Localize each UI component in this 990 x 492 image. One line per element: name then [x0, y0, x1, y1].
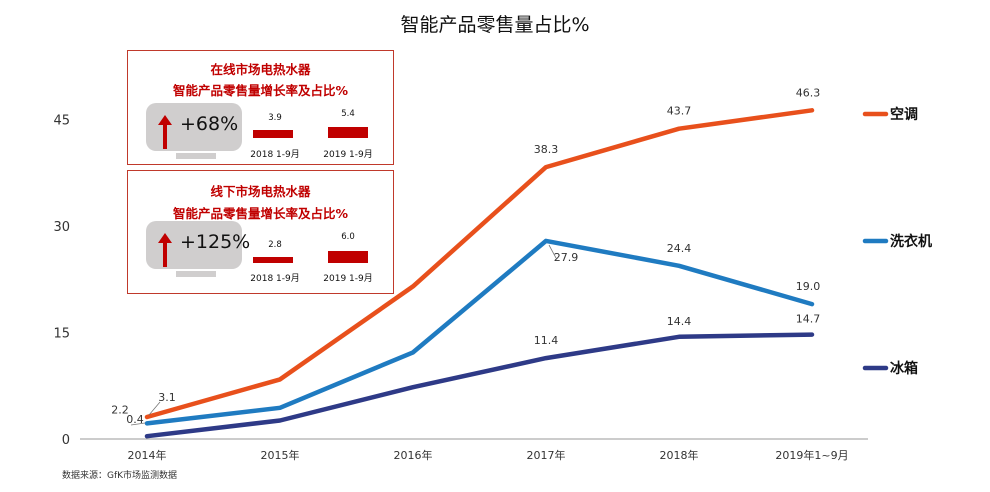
- label-leader-line: [148, 401, 161, 416]
- x-tick-label: 2017年: [527, 448, 566, 462]
- callout-stand: [176, 271, 216, 277]
- y-tick-label: 15: [53, 327, 70, 342]
- bar-period: 2018 1-9月: [250, 274, 300, 284]
- data-label: 2.2: [111, 403, 129, 416]
- y-tick-label: 0: [62, 433, 70, 448]
- data-label: 14.4: [667, 315, 692, 328]
- bar-value: 3.9: [268, 113, 282, 123]
- data-label: 38.3: [534, 143, 559, 156]
- data-label: 19.0: [796, 280, 821, 293]
- panel-title-market: 在线市场电热水器: [210, 62, 311, 77]
- line-washer: [144, 238, 815, 426]
- bar-value: 2.8: [268, 240, 282, 250]
- data-label: 24.4: [667, 242, 692, 255]
- line-fridge: [144, 332, 815, 439]
- data-label: 46.3: [796, 86, 821, 99]
- growth-callout: +68%: [146, 103, 242, 151]
- data-label: 14.7: [796, 313, 821, 326]
- chart-title: 智能产品零售量占比%: [400, 14, 589, 36]
- x-tick-label: 2015年: [261, 448, 300, 462]
- panel-title-metric: 智能产品零售量增长率及占比%: [172, 206, 349, 221]
- bar-period: 2019 1-9月: [323, 150, 373, 160]
- y-tick-label: 45: [53, 114, 70, 129]
- panel-title-market: 线下市场电热水器: [210, 184, 311, 199]
- up-arrow-icon: [158, 115, 172, 149]
- data-label: 43.7: [667, 105, 692, 118]
- offline-market-panel: 线下市场电热水器 智能产品零售量增长率及占比% +125% 2.8 2018 1…: [127, 170, 394, 294]
- up-arrow-icon: [158, 233, 172, 267]
- data-label: 3.1: [158, 391, 176, 404]
- share-bar-2018: [253, 257, 293, 263]
- online-market-panel: 在线市场电热水器 智能产品零售量增长率及占比% +68% 3.9 2018 1-…: [127, 50, 394, 165]
- data-label: 0.4: [126, 413, 144, 426]
- data-label: 11.4: [534, 334, 559, 347]
- y-tick-label: 30: [53, 220, 70, 235]
- x-tick-label: 2014年: [128, 448, 167, 462]
- source-note: 数据来源：GfK市场监测数据: [62, 469, 177, 481]
- x-tick-label: 2019年1~9月: [775, 448, 848, 462]
- share-bar-2019: [328, 127, 368, 138]
- series-lines: [144, 108, 815, 439]
- share-bar-2019: [328, 251, 368, 263]
- data-label: 27.9: [554, 251, 579, 264]
- x-tick-label: 2018年: [660, 448, 699, 462]
- label-leader-line: [548, 244, 557, 259]
- bar-period: 2019 1-9月: [323, 274, 373, 284]
- data-labels: 3.1 38.3 43.7 46.3 2.2 27.9 24.4 19.0 0.4 11.4 14.…: [111, 86, 820, 426]
- label-leader-line: [130, 422, 146, 426]
- legend-ac: 空调: [890, 106, 918, 123]
- panel-title-metric: 智能产品零售量增长率及占比%: [172, 83, 349, 98]
- x-axis-ticks: 2014年 2015年 2016年 2017年 2018年 2019年1~9月: [128, 448, 849, 462]
- bar-value: 6.0: [341, 232, 355, 242]
- growth-rate: +68%: [180, 113, 239, 135]
- legend-fridge: 冰箱: [890, 360, 918, 377]
- callout-stand: [176, 153, 216, 159]
- legend-washer: 洗衣机: [890, 233, 932, 250]
- share-bar-2018: [253, 130, 293, 138]
- line-ac: [144, 108, 815, 420]
- x-tick-label: 2016年: [394, 448, 433, 462]
- y-axis-ticks: 0 15 30 45: [53, 114, 70, 449]
- growth-callout: +125%: [146, 221, 250, 269]
- bar-period: 2018 1-9月: [250, 150, 300, 160]
- growth-rate: +125%: [180, 231, 251, 253]
- bar-value: 5.4: [341, 109, 355, 119]
